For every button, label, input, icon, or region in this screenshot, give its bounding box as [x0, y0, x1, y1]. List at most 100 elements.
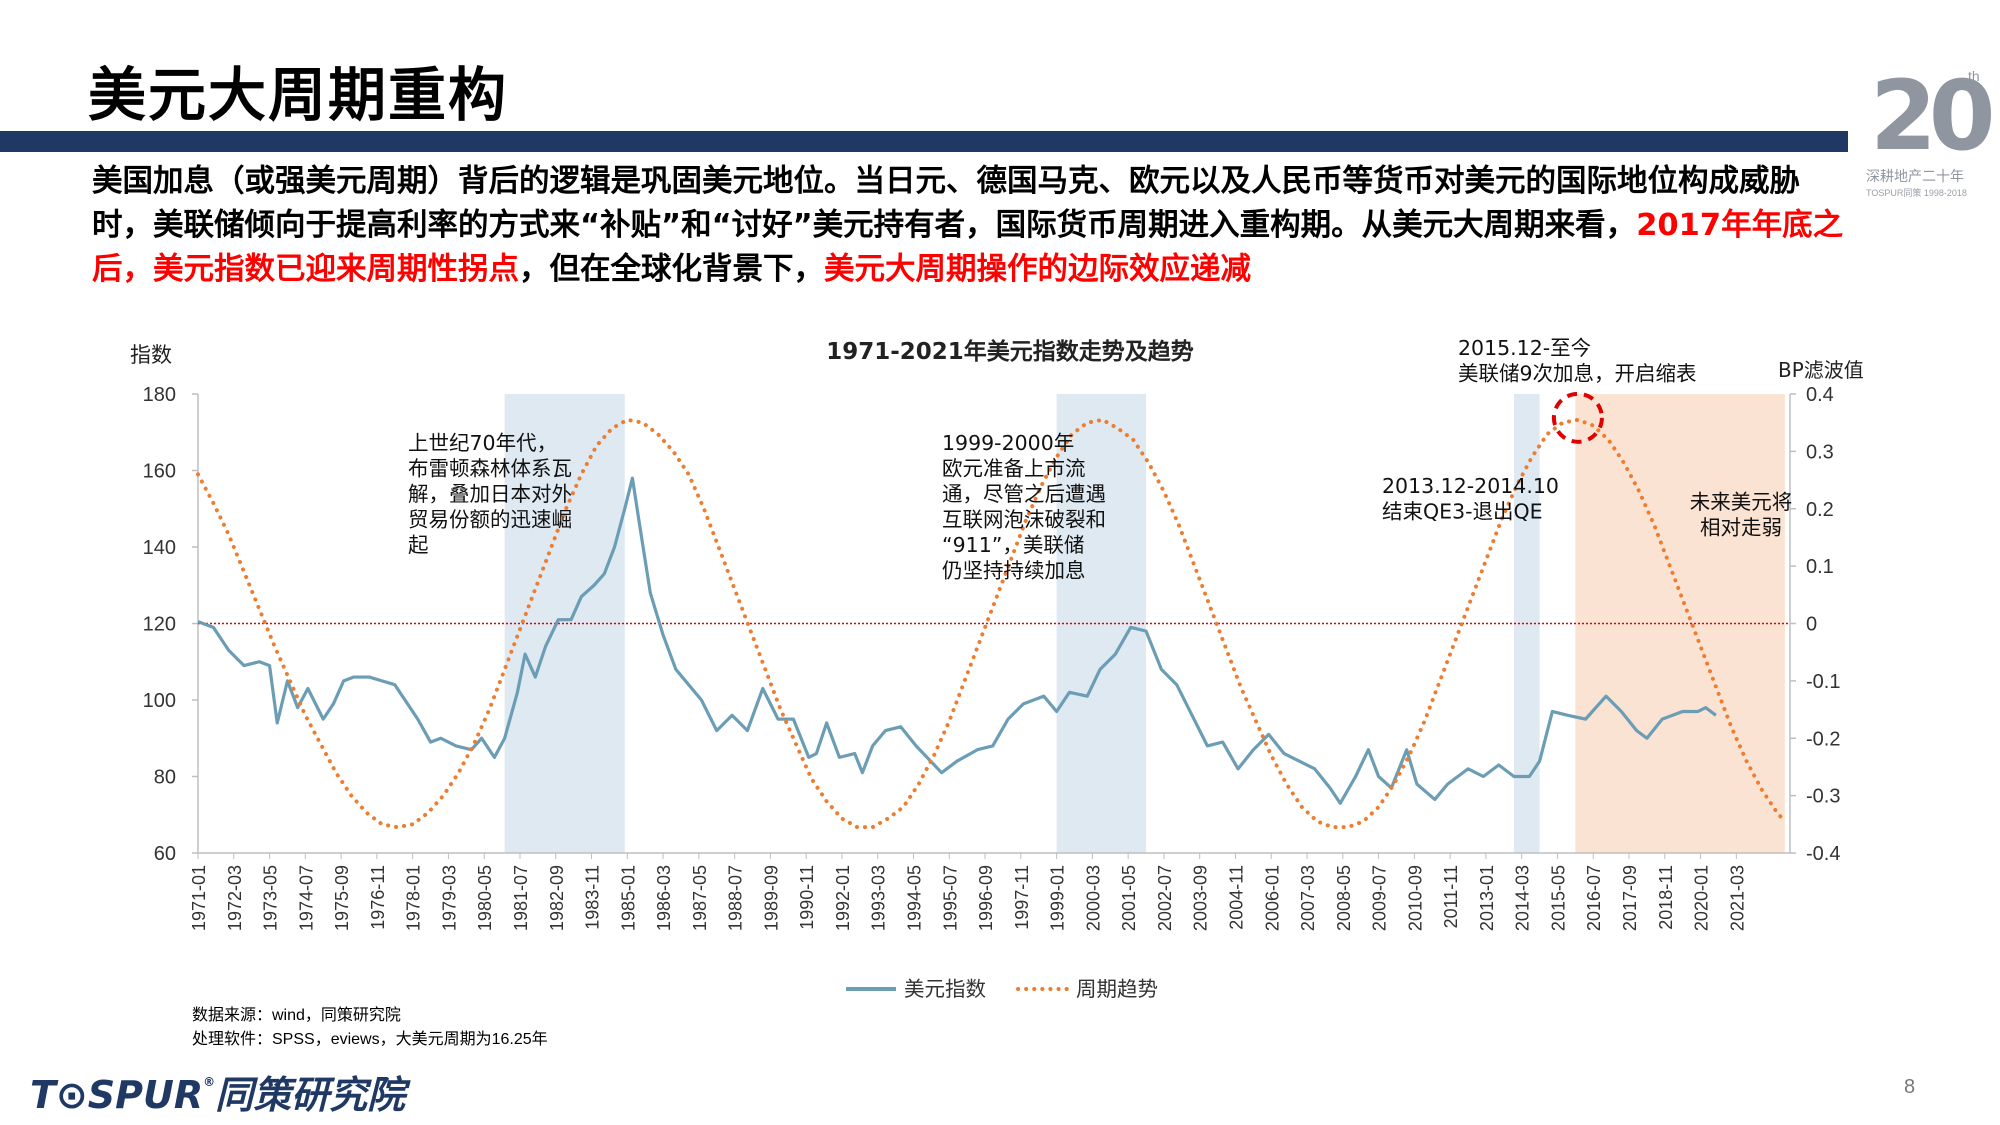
- data-source: 数据来源：wind，同策研究院 处理软件：SPSS，eviews，大美元周期为1…: [192, 1004, 548, 1052]
- annotation-a1-line: 布雷顿森林体系瓦: [408, 457, 572, 481]
- annotation-a2-line: 互联网泡沫破裂和: [942, 508, 1106, 532]
- x-tick-label: 1990-11: [797, 865, 817, 930]
- dollar-index-chart: 60 80 100 120 140 160 180 -0.4 -0.3 -0.2 -0.1 0 0.1 0…: [130, 336, 1864, 1001]
- x-tick-label: 1976-11: [368, 865, 388, 930]
- y2-tick-label: -0.4: [1806, 843, 1840, 865]
- x-tick-label: 2016-07: [1584, 865, 1604, 931]
- x-tick-label: 1985-01: [618, 865, 638, 931]
- x-tick-label: 1997-11: [1012, 865, 1032, 930]
- x-tick-label: 1987-05: [690, 865, 710, 931]
- source-line-2: 处理软件：SPSS，eviews，大美元周期为16.25年: [192, 1031, 548, 1048]
- x-tick-label: 1988-07: [726, 865, 746, 931]
- x-tick-label: 2008-05: [1334, 865, 1354, 931]
- brand-logo: T⊙SPUR®同策研究院: [30, 1064, 405, 1119]
- intro-highlight-2: 美元大周期操作的边际效应递减: [824, 252, 1251, 287]
- x-tick-label: 2009-07: [1370, 865, 1390, 931]
- x-tick-label: 1972-03: [225, 865, 245, 931]
- x-tick-label: 2007-03: [1298, 865, 1318, 931]
- x-tick-label: 1986-03: [654, 865, 674, 931]
- intro-text-1: 美国加息（或强美元周期）背后的逻辑是巩固美元地位。当日元、德国马克、欧元以及人民…: [92, 164, 1800, 243]
- series-cycle-trend-line: [196, 417, 1787, 830]
- source-line-1: 数据来源：wind，同策研究院: [192, 1007, 401, 1024]
- x-tick-label: 1993-03: [869, 865, 889, 931]
- x-tick-label: 2013-01: [1477, 865, 1497, 931]
- x-tick-label: 1971-01: [189, 865, 209, 931]
- x-tick-label: 1999-01: [1048, 865, 1068, 931]
- badge-suffix: th: [1968, 68, 1980, 84]
- x-tick-label: 1980-05: [475, 865, 495, 931]
- y-tick-label: 180: [143, 384, 176, 406]
- intro-highlight-1: 2017年年底之后，美元指数已迎来周期性拐点: [92, 208, 1844, 287]
- page-number: 8: [1904, 1076, 1916, 1098]
- x-tick-label: 1989-09: [761, 865, 781, 931]
- x-tick-label: 1978-01: [404, 865, 424, 931]
- annotation-a2-line: 欧元准备上市流: [942, 457, 1086, 481]
- annotation-a2-line: “911”，美联储: [942, 533, 1084, 557]
- x-tick-label: 2003-09: [1191, 865, 1211, 931]
- x-tick-label: 1974-07: [296, 865, 316, 931]
- y-tick-label: 140: [143, 537, 176, 559]
- x-tick-label: 2011-11: [1441, 865, 1461, 928]
- annotation-a1-line: 解，叠加日本对外: [408, 482, 572, 506]
- y-tick-label: 80: [154, 767, 176, 789]
- x-tick-label: 1981-07: [511, 865, 531, 931]
- annotation-a5-line: 未来美元将: [1690, 490, 1793, 514]
- annotation-a4-line: 2015.12-至今: [1458, 336, 1591, 360]
- x-tick-label: 2020-01: [1692, 865, 1712, 931]
- x-tick-label: 1996-09: [976, 865, 996, 931]
- annotation-a2-line: 仍坚持持续加息: [942, 559, 1086, 583]
- annotation-a2-line: 1999-2000年: [942, 431, 1074, 455]
- x-tick-label: 1982-09: [547, 865, 567, 931]
- y2-tick-label: 0.1: [1806, 556, 1834, 578]
- badge-subcaption: TOSPUR同策 1998-2018: [1866, 188, 1967, 198]
- series-dollar-index-line: [197, 476, 1717, 805]
- badge-number: 20: [1870, 60, 1996, 172]
- annotation-a5-line: 相对走弱: [1700, 516, 1782, 540]
- x-tick-label: 2018-11: [1656, 865, 1676, 930]
- x-tick-label: 1973-05: [261, 865, 281, 931]
- y2-tick-label: 0.2: [1806, 499, 1834, 521]
- y-tick-label: 60: [154, 843, 176, 865]
- x-tick-label: 1994-05: [905, 865, 925, 931]
- y2-tick-label: 0: [1806, 614, 1817, 636]
- y2-tick-label: -0.1: [1806, 671, 1840, 693]
- annotation-a3-line: 结束QE3-退出QE: [1382, 500, 1543, 524]
- anniversary-badge: 20 th 深耕地产二十年 TOSPUR同策 1998-2018: [1866, 58, 1996, 208]
- x-tick-label: 2006-01: [1262, 865, 1282, 931]
- logo-brand: T⊙SPUR: [30, 1073, 204, 1117]
- legend-label-dollar-index: 美元指数: [904, 977, 986, 1001]
- x-tick-label: 1979-03: [439, 865, 459, 931]
- annotation-a3-line: 2013.12-2014.10: [1382, 474, 1559, 498]
- annotation-a4-line: 美联储9次加息，开启缩表: [1458, 362, 1697, 386]
- x-tick-label: 2021-03: [1727, 865, 1747, 931]
- x-tick-label: 2002-07: [1155, 865, 1175, 931]
- y2-tick-label: 0.3: [1806, 441, 1834, 463]
- logo-mark: ®: [203, 1075, 216, 1089]
- annotation-a1-line: 上世纪70年代，: [408, 431, 557, 455]
- page-title: 美元大周期重构: [88, 61, 509, 129]
- peak-marker-circle: [1551, 391, 1604, 444]
- badge-caption: 深耕地产二十年: [1866, 168, 1964, 184]
- x-tick-label: 1995-07: [940, 865, 960, 931]
- x-tick-label: 1983-11: [583, 865, 603, 930]
- logo-name: 同策研究院: [215, 1073, 406, 1117]
- x-tick-label: 1975-09: [332, 865, 352, 931]
- x-tick-label: 2015-05: [1548, 865, 1568, 931]
- x-tick-label: 1992-01: [833, 865, 853, 931]
- y2-axis-label: BP滤波值: [1778, 358, 1864, 382]
- y2-tick-label: -0.2: [1806, 728, 1840, 750]
- legend-label-cycle-trend: 周期趋势: [1076, 977, 1158, 1001]
- y2-tick-label: 0.4: [1806, 384, 1834, 406]
- title-rule: [0, 131, 1848, 152]
- x-tick-label: 2004-11: [1226, 865, 1246, 930]
- annotation-a1-line: 贸易份额的迅速崛: [408, 508, 572, 532]
- annotation-a2-line: 通，尽管之后遭遇: [942, 482, 1106, 506]
- y-axis-label: 指数: [130, 343, 172, 367]
- x-tick-label: 2000-03: [1083, 865, 1103, 931]
- shaded-period-1: [504, 394, 625, 853]
- y-tick-label: 100: [143, 690, 176, 712]
- intro-text-2: ，但在全球化背景下，: [519, 252, 824, 287]
- x-tick-label: 2017-09: [1620, 865, 1640, 931]
- annotation-a1-line: 起: [408, 533, 429, 557]
- chart-title: 1971-2021年美元指数走势及趋势: [826, 338, 1194, 365]
